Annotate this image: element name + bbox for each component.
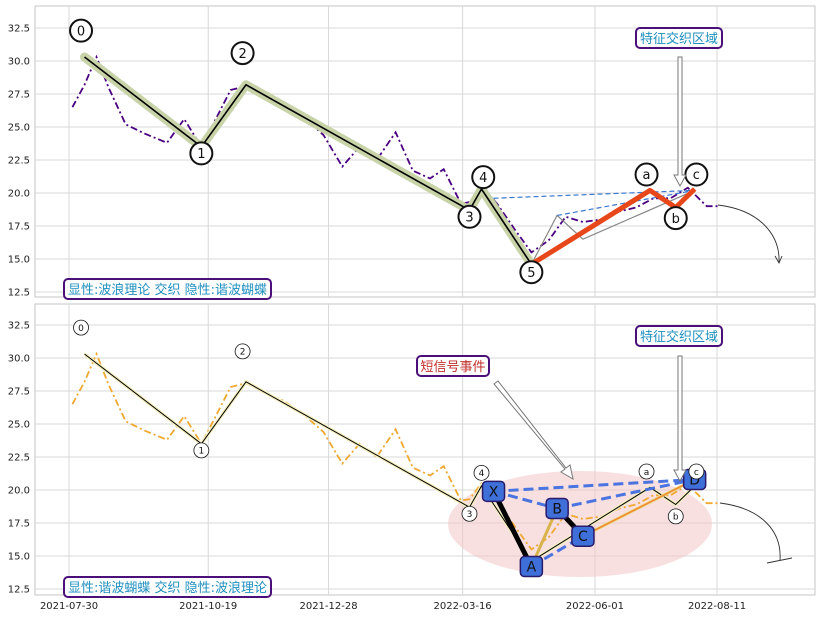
bottom-wave-label-circle <box>193 442 210 459</box>
top-wave-label-circle <box>457 204 482 229</box>
x-tick-label: 2021-10-19 <box>179 601 237 612</box>
harmonic-point-X: X <box>489 484 499 500</box>
top-wave-label-circle <box>634 162 659 187</box>
harmonic-point-box <box>481 480 506 503</box>
bottom-y-tick-label: 20.0 <box>8 486 30 497</box>
harmonic-point-D: D <box>689 472 700 488</box>
harmonic-point-B: B <box>552 501 562 517</box>
bottom-wave-label-1: 1 <box>198 447 204 457</box>
bottom-projection-arrow <box>719 502 781 561</box>
top-y-tick-label: 30.0 <box>8 57 30 68</box>
x-tick-label: 2022-06-01 <box>566 601 624 612</box>
top-wave-label-circle <box>69 18 94 43</box>
short-signal-arrow <box>493 380 574 481</box>
bottom-wave-label-circle <box>473 464 490 481</box>
top-y-tick-label: 25.0 <box>8 123 30 134</box>
bottom-plot-frame <box>34 303 816 596</box>
bottom-wave-label-circle <box>234 343 251 360</box>
top-harmonic-dash-xd <box>493 189 695 199</box>
bottom-caption: 显性:谐波蝴蝶 交织 隐性:波浪理论 <box>68 580 267 596</box>
x-tick-label: 2021-07-30 <box>40 601 98 612</box>
top-y-tick-label: 27.5 <box>8 90 30 101</box>
harmonic-point-A: A <box>527 560 537 576</box>
bottom-y-tick-label: 15.0 <box>8 552 30 563</box>
short-signal-annotation-box <box>416 355 490 377</box>
harmonic-leg-cd-orange <box>582 478 695 537</box>
top-wave-label-b: b <box>672 212 680 227</box>
top-y-tick-label: 32.5 <box>8 24 30 35</box>
harmonic-point-box <box>571 525 595 547</box>
harmonic-point-box <box>519 555 544 578</box>
bottom-wave-label-b: b <box>673 513 679 523</box>
top-projection-arrow <box>717 204 780 263</box>
bottom-y-tick-label: 17.5 <box>8 519 30 530</box>
top-annotation-arrow <box>673 56 687 188</box>
top-wave-label-3: 3 <box>465 210 473 225</box>
top-caption: 显性:波浪理论 交织 隐性:谐波蝴蝶 <box>68 282 267 298</box>
bottom-caption-box <box>63 576 272 598</box>
top-y-tick-label: 22.5 <box>8 156 30 167</box>
bottom-wave-label-4: 4 <box>479 469 485 479</box>
top-wave-label-circle <box>189 141 214 166</box>
bottom-feature-annotation: 特征交织区域 <box>640 329 718 345</box>
top-wave-label-0: 0 <box>77 24 85 39</box>
top-feature-annotation: 特征交织区域 <box>640 31 718 47</box>
top-wave-label-4: 4 <box>479 171 487 186</box>
short-signal-annotation: 短信号事件 <box>420 360 485 375</box>
bottom-wave-label-3: 3 <box>467 510 473 520</box>
top-wave-label-circle <box>471 165 496 190</box>
x-tick-label: 2021-12-28 <box>299 601 357 612</box>
bottom-wave-label-2: 2 <box>240 348 246 358</box>
top-wave-label-2: 2 <box>238 47 246 62</box>
bottom-wave-label-circle <box>73 319 89 336</box>
top-wave-label-c: c <box>693 168 700 183</box>
harmonic-point-box <box>545 497 569 520</box>
bottom-wave-label-circle <box>688 463 705 480</box>
bottom-y-tick-label: 27.5 <box>8 387 30 398</box>
top-wave-line <box>84 56 533 265</box>
bottom-projection-bar <box>766 557 793 564</box>
bottom-wave-label-circle <box>461 505 478 522</box>
top-wave-label-a: a <box>643 168 651 183</box>
bottom-wave-label-a: a <box>644 468 650 478</box>
bottom-y-tick-label: 30.0 <box>8 354 30 365</box>
top-corrective-line <box>530 187 697 267</box>
harmonic-leg-xa <box>491 490 534 568</box>
bottom-wave-label-circle <box>638 463 655 480</box>
bottom-wave-label-circle <box>667 508 684 525</box>
top-y-tick-label: 20.0 <box>8 189 30 200</box>
top-harmonic-dash-bd <box>557 189 695 217</box>
top-wave-label-circle <box>519 260 544 285</box>
top-y-tick-label: 17.5 <box>8 222 30 233</box>
harmonic-point-C: C <box>578 529 588 545</box>
x-tick-label: 2022-08-11 <box>688 601 746 612</box>
bottom-wave-label-0: 0 <box>78 324 84 334</box>
bottom-y-tick-label: 22.5 <box>8 453 30 464</box>
top-projection-arrowhead <box>774 255 783 265</box>
harmonic-dash-bd <box>556 477 695 510</box>
top-caption-box <box>63 278 272 300</box>
top-wave-label-5: 5 <box>527 266 535 281</box>
top-plot-frame <box>34 5 816 298</box>
top-y-tick-label: 12.5 <box>8 288 30 299</box>
bottom-annotation-arrow <box>673 355 687 483</box>
top-y-tick-label: 15.0 <box>8 255 30 266</box>
x-tick-label: 2022-03-16 <box>434 601 492 612</box>
top-wave-label-circle <box>230 41 255 66</box>
top-wave-label-1: 1 <box>197 147 205 162</box>
harmonic-dash-xd <box>493 477 695 493</box>
bottom-y-tick-label: 32.5 <box>8 321 30 332</box>
top-feature-annotation-box <box>635 27 723 49</box>
bottom-y-tick-label: 25.0 <box>8 420 30 431</box>
bottom-wave-label-c: c <box>694 468 699 478</box>
bottom-feature-annotation-box <box>635 325 723 347</box>
bottom-wave-line <box>84 353 696 562</box>
top-wave-label-circle <box>663 206 688 231</box>
bottom-y-tick-label: 12.5 <box>8 585 30 596</box>
